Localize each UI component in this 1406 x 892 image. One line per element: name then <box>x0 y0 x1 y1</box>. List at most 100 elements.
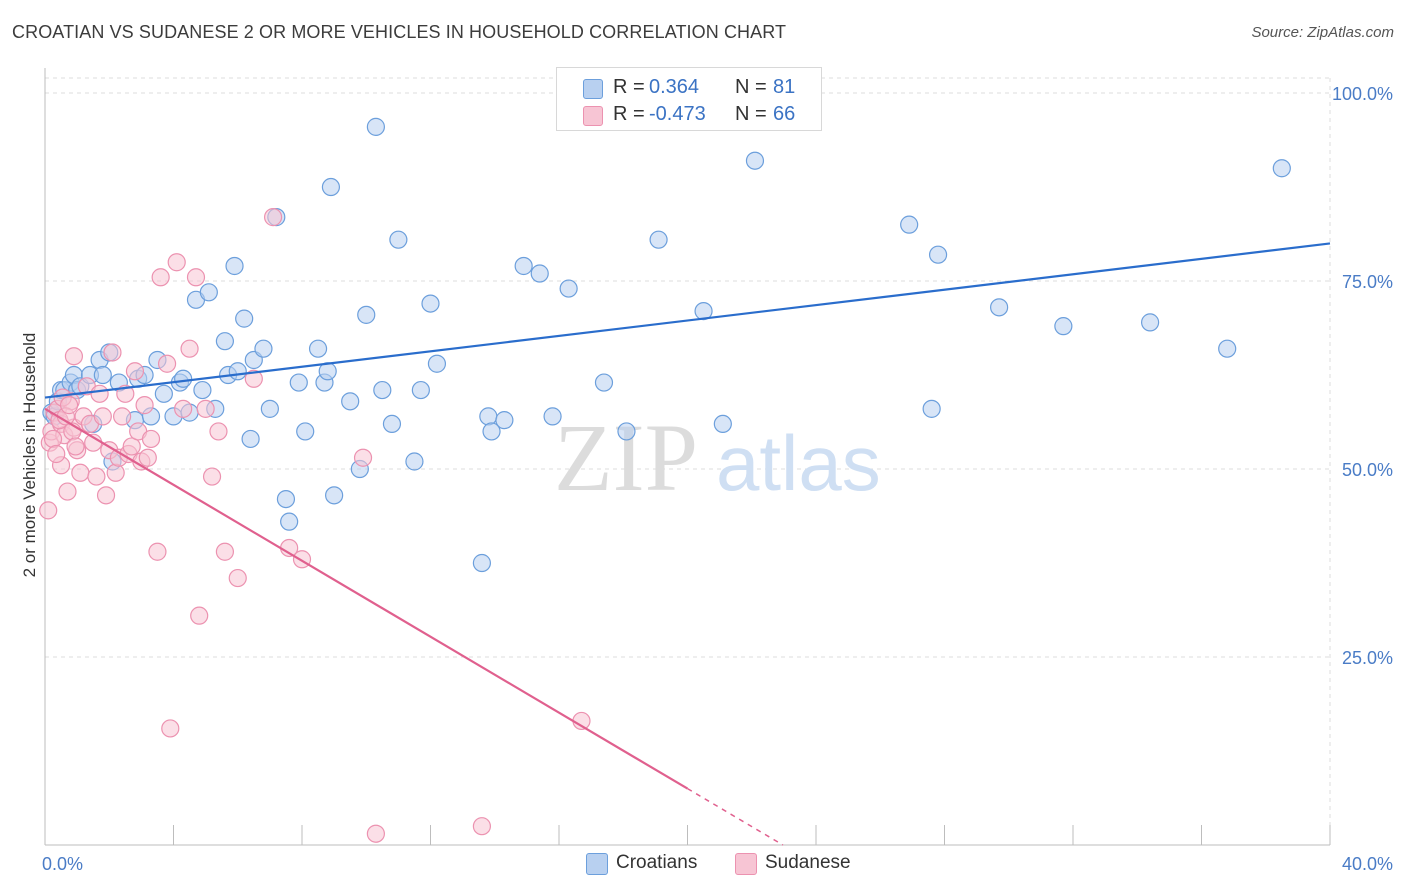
croatian-point-77 <box>990 298 1009 317</box>
croatians-points <box>42 117 1291 573</box>
croatian-point-47 <box>321 177 341 197</box>
y-tick-label-0: 25.0% <box>1342 648 1393 668</box>
sudanese-point-39 <box>161 719 180 738</box>
croatian-point-21 <box>154 384 173 403</box>
croatian-point-57 <box>411 380 430 400</box>
legend-n-label: N = <box>735 76 767 98</box>
watermark: ZIP atlas <box>554 404 881 511</box>
croatian-point-54 <box>382 414 402 434</box>
croatian-point-30 <box>215 332 234 351</box>
legend: R = 0.364 N = 81 R = -0.473 N = 66 <box>556 67 822 131</box>
sudanese-point-40 <box>167 253 186 272</box>
sudanese-point-37 <box>151 268 170 287</box>
sudanese-point-8 <box>58 482 77 501</box>
croatian-point-74 <box>900 215 919 234</box>
croatian-point-58 <box>421 294 440 313</box>
sudanese-point-48 <box>215 542 234 561</box>
sudanese-point-13 <box>71 463 90 482</box>
sudanese-point-50 <box>244 369 263 388</box>
croatian-point-34 <box>235 309 254 328</box>
croatian-point-48 <box>325 486 344 505</box>
sudanese-point-51 <box>263 208 283 227</box>
croatian-point-70 <box>649 230 668 249</box>
croatian-point-81 <box>1272 159 1291 178</box>
croatians-trend-line <box>44 242 1331 399</box>
croatian-point-73 <box>745 151 765 170</box>
bottom-legend-swatch-croatians <box>586 853 608 875</box>
sudanese-point-46 <box>202 467 222 486</box>
croatian-point-55 <box>389 230 408 249</box>
sudanese-point-43 <box>186 268 206 287</box>
croatian-point-37 <box>254 339 273 358</box>
watermark-zip: ZIP <box>554 404 698 511</box>
sudanese-point-19 <box>90 384 109 403</box>
croatian-point-80 <box>1218 339 1237 358</box>
croatian-point-75 <box>922 399 941 418</box>
croatian-point-24 <box>174 369 193 388</box>
sudanese-point-44 <box>190 606 209 625</box>
croatian-point-52 <box>366 117 385 136</box>
axes <box>44 68 1331 846</box>
bottom-legend-label: Croatians <box>616 852 698 873</box>
croatian-point-76 <box>928 245 948 264</box>
sudanese-point-54 <box>353 448 373 467</box>
croatian-point-59 <box>427 354 447 373</box>
sudanese-point-58 <box>43 429 63 449</box>
trend-lines <box>44 242 1331 846</box>
sudanese-point-65 <box>66 437 85 456</box>
croatian-point-64 <box>514 256 533 276</box>
croatian-point-32 <box>225 256 244 276</box>
croatian-point-79 <box>1140 313 1160 332</box>
croatian-point-33 <box>228 362 247 381</box>
croatian-point-35 <box>241 429 260 449</box>
sudanese-trend-extension <box>687 787 784 846</box>
sudanese-point-23 <box>103 343 122 362</box>
croatian-point-53 <box>373 380 392 400</box>
croatian-point-42 <box>289 373 308 392</box>
croatian-point-12 <box>93 365 112 385</box>
legend-n-label: N = <box>735 103 767 125</box>
sudanese-point-34 <box>138 448 157 467</box>
watermark-atlas: atlas <box>716 419 881 507</box>
x-tick-labels: 0.0% 40.0% <box>42 854 1393 874</box>
legend-r-value: -0.473 <box>649 103 706 125</box>
legend-r-value: 0.364 <box>649 76 700 98</box>
sudanese-point-63 <box>59 396 79 415</box>
sudanese-point-29 <box>122 437 141 456</box>
croatian-point-40 <box>276 489 296 509</box>
croatian-point-56 <box>405 452 424 471</box>
sudanese-point-27 <box>116 384 135 403</box>
croatian-point-78 <box>1054 317 1073 336</box>
y-tick-label-1: 50.0% <box>1342 460 1393 480</box>
sudanese-points <box>39 208 591 843</box>
croatian-point-38 <box>260 399 279 418</box>
croatian-point-61 <box>479 407 498 426</box>
croatian-point-68 <box>594 373 614 392</box>
sudanese-point-21 <box>96 486 116 505</box>
croatian-point-43 <box>296 422 315 441</box>
sudanese-point-47 <box>209 422 228 441</box>
sudanese-point-59 <box>47 444 66 464</box>
legend-n-value: 81 <box>773 76 796 98</box>
sudanese-point-49 <box>228 568 247 588</box>
chart-source: Source: ZipAtlas.com <box>1251 24 1394 41</box>
croatian-point-69 <box>617 422 636 441</box>
legend-swatch-sudanese <box>583 106 603 126</box>
croatian-point-49 <box>341 392 360 411</box>
croatian-point-44 <box>308 339 328 358</box>
croatian-point-62 <box>482 422 501 441</box>
sudanese-point-42 <box>180 339 199 358</box>
croatian-point-60 <box>472 553 491 573</box>
legend-swatch-croatians <box>583 79 603 99</box>
x-tick-label-0: 0.0% <box>42 854 83 874</box>
sudanese-point-38 <box>157 354 177 373</box>
croatian-point-65 <box>530 264 549 283</box>
y-axis-label: 2 or more Vehicles in Household <box>20 333 39 578</box>
croatian-point-27 <box>193 380 212 400</box>
sudanese-point-55 <box>366 824 385 843</box>
sudanese-point-20 <box>93 407 112 426</box>
sudanese-point-0 <box>39 501 58 520</box>
legend-r-label: R = <box>613 76 645 98</box>
legend-n-value: 66 <box>773 103 796 125</box>
